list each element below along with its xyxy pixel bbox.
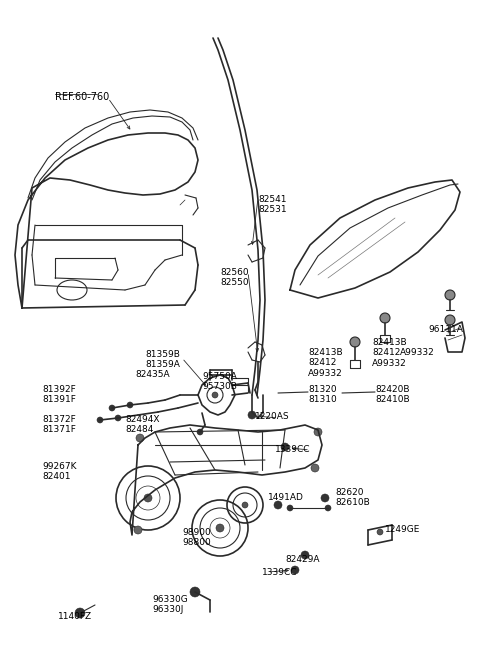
Text: 1220AS: 1220AS — [255, 412, 289, 421]
Text: 1491AD: 1491AD — [268, 493, 304, 502]
Circle shape — [445, 315, 455, 325]
Text: 82413B
82412
A99332: 82413B 82412 A99332 — [308, 348, 343, 378]
Circle shape — [314, 428, 322, 436]
Circle shape — [281, 443, 289, 451]
Circle shape — [212, 392, 218, 398]
Circle shape — [190, 587, 200, 597]
Text: 81392F
81391F: 81392F 81391F — [42, 385, 76, 404]
Circle shape — [115, 415, 121, 421]
Circle shape — [97, 417, 103, 423]
Circle shape — [274, 501, 282, 509]
Text: A99332: A99332 — [400, 348, 435, 357]
Text: 82413B
82412
A99332: 82413B 82412 A99332 — [372, 338, 407, 368]
Text: 82560
82550: 82560 82550 — [220, 268, 249, 287]
Text: 1339CC: 1339CC — [275, 445, 311, 454]
Circle shape — [127, 402, 133, 408]
Text: 81372F
81371F: 81372F 81371F — [42, 415, 76, 434]
Circle shape — [380, 313, 390, 323]
Circle shape — [287, 505, 293, 511]
Text: 1339CC: 1339CC — [262, 568, 298, 577]
Text: 82420B
82410B: 82420B 82410B — [375, 385, 409, 404]
Text: 96111A: 96111A — [428, 325, 463, 334]
Text: 82620
82610B: 82620 82610B — [335, 488, 370, 507]
Circle shape — [321, 494, 329, 502]
Circle shape — [242, 502, 248, 508]
Circle shape — [197, 429, 203, 435]
Circle shape — [144, 494, 152, 502]
Text: 1140FZ: 1140FZ — [58, 612, 92, 621]
Text: 1249GE: 1249GE — [385, 525, 420, 534]
Text: 82494X
82484: 82494X 82484 — [125, 415, 159, 434]
Circle shape — [311, 464, 319, 472]
Text: 81359B
81359A: 81359B 81359A — [145, 350, 180, 369]
Circle shape — [377, 529, 383, 535]
Text: 82429A: 82429A — [285, 555, 320, 564]
Text: 82541
82531: 82541 82531 — [258, 195, 287, 215]
Circle shape — [136, 434, 144, 442]
Circle shape — [134, 526, 142, 534]
Circle shape — [75, 608, 85, 618]
Text: 98900
98800: 98900 98800 — [182, 528, 211, 547]
Circle shape — [216, 524, 224, 532]
Text: REF.60-760: REF.60-760 — [55, 92, 109, 102]
Circle shape — [350, 337, 360, 347]
Text: 81320
81310: 81320 81310 — [308, 385, 337, 404]
Text: 95750A
95730B: 95750A 95730B — [202, 372, 237, 392]
Circle shape — [301, 551, 309, 559]
Circle shape — [109, 405, 115, 411]
Circle shape — [291, 566, 299, 574]
Circle shape — [248, 411, 256, 419]
Circle shape — [325, 505, 331, 511]
Text: 82435A: 82435A — [135, 370, 169, 379]
Text: 96330G
96330J: 96330G 96330J — [152, 595, 188, 615]
Circle shape — [445, 290, 455, 300]
Text: 99267K
82401: 99267K 82401 — [42, 462, 76, 482]
